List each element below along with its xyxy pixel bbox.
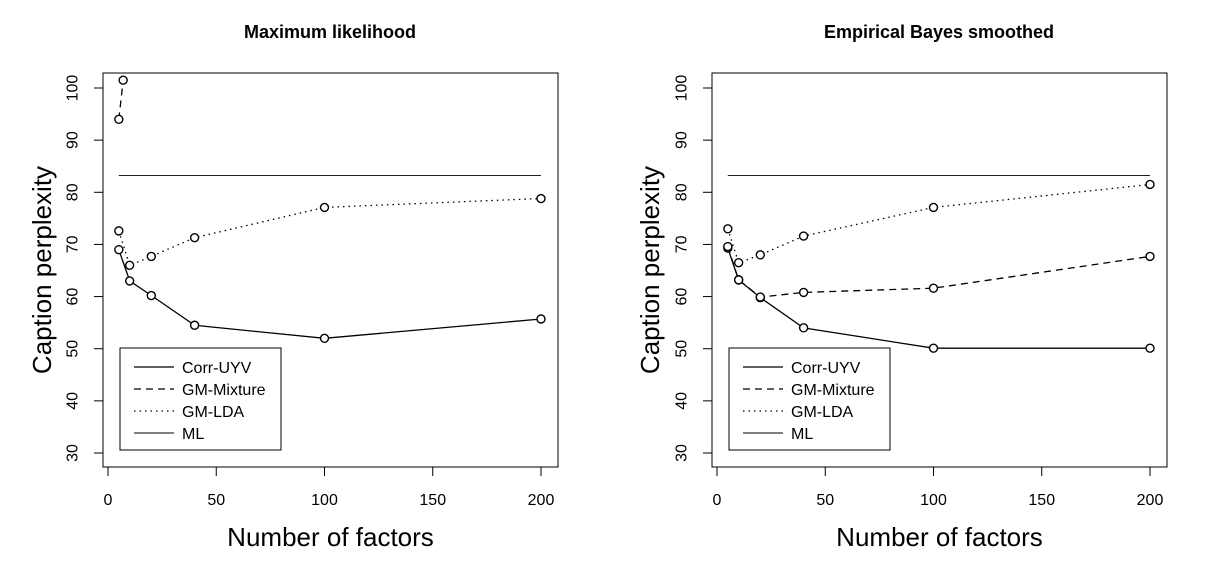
x-tick-label: 100 bbox=[920, 492, 947, 509]
x-tick-label: 0 bbox=[713, 492, 722, 509]
legend: Corr-UYV GM-Mixture GM-LDA ML bbox=[728, 347, 891, 451]
data-point-corr-uyv bbox=[146, 290, 157, 301]
y-tick-label: 50 bbox=[674, 340, 691, 358]
x-tick-label: 0 bbox=[104, 492, 113, 509]
data-point-gm-lda bbox=[146, 251, 157, 262]
x-axis-label: Number of factors bbox=[227, 522, 434, 552]
data-point-gm-lda bbox=[1145, 179, 1155, 190]
data-point-gm-mixture bbox=[798, 287, 809, 298]
y-tick-label: 30 bbox=[674, 444, 691, 462]
chart-title: Maximum likelihood bbox=[244, 22, 416, 42]
data-point-gm-lda bbox=[723, 224, 733, 234]
y-tick-label: 70 bbox=[674, 235, 691, 253]
legend-label-corr-uyv: Corr-UYV bbox=[791, 360, 861, 377]
legend-label-gm-mixture: GM-Mixture bbox=[182, 382, 266, 399]
data-point-gm-lda bbox=[798, 231, 809, 241]
data-point-gm-lda bbox=[189, 232, 200, 243]
data-point-corr-uyv bbox=[536, 314, 546, 324]
data-point-corr-uyv bbox=[798, 323, 809, 333]
chart-title: Empirical Bayes smoothed bbox=[824, 22, 1054, 42]
plot-frame bbox=[711, 72, 1168, 468]
data-point-gm-mixture bbox=[928, 283, 939, 293]
y-axis-label: Caption perplexity bbox=[635, 166, 665, 374]
x-tick-label: 200 bbox=[528, 492, 555, 509]
data-point-gm-mixture bbox=[723, 241, 733, 252]
x-tick-label: 50 bbox=[816, 492, 834, 509]
y-tick-label: 30 bbox=[65, 444, 82, 462]
series-line-gm-lda bbox=[727, 183, 1151, 264]
data-point-corr-uyv bbox=[189, 320, 200, 330]
plot-frame bbox=[102, 72, 559, 468]
data-point-gm-lda bbox=[124, 260, 135, 270]
x-tick-label: 100 bbox=[311, 492, 338, 509]
legend-label-gm-lda: GM-LDA bbox=[791, 404, 854, 421]
series-line-gm-lda bbox=[118, 197, 542, 267]
x-tick-label: 150 bbox=[1028, 492, 1055, 509]
x-tick-label: 150 bbox=[419, 492, 446, 509]
chart-panel-1: Maximum likelihood 0 50 100 150 200 30 40 50 60 70… bbox=[27, 22, 559, 552]
data-point-gm-lda bbox=[928, 202, 939, 213]
y-tick-label: 60 bbox=[674, 288, 691, 306]
series-group bbox=[723, 175, 1155, 353]
y-tick-label: 100 bbox=[65, 75, 82, 102]
data-point-corr-uyv bbox=[1145, 343, 1155, 353]
data-point-gm-mixture bbox=[1145, 251, 1155, 262]
data-point-corr-uyv bbox=[319, 333, 330, 343]
chart-panel-2: Empirical Bayes smoothed 0 50 100 150 200 30 40… bbox=[635, 22, 1168, 552]
x-tick-label: 50 bbox=[207, 492, 225, 509]
legend-label-gm-mixture: GM-Mixture bbox=[791, 382, 875, 399]
y-tick-label: 80 bbox=[674, 183, 691, 201]
data-point-gm-lda bbox=[733, 257, 744, 268]
legend-label-corr-uyv: Corr-UYV bbox=[182, 360, 252, 377]
data-point-corr-uyv bbox=[124, 276, 135, 286]
series-line-corr-uyv bbox=[727, 247, 1150, 349]
data-point-gm-mixture bbox=[118, 75, 128, 85]
x-axis-label: Number of factors bbox=[836, 522, 1043, 552]
y-tick-label: 40 bbox=[65, 392, 82, 410]
y-tick-label: 100 bbox=[674, 75, 691, 102]
series-line-corr-uyv bbox=[118, 249, 542, 339]
data-point-corr-uyv bbox=[928, 343, 939, 353]
series-group bbox=[114, 75, 546, 343]
series-line-gm-mixture bbox=[118, 80, 124, 120]
data-point-gm-mixture bbox=[114, 114, 124, 124]
y-tick-label: 90 bbox=[674, 131, 691, 149]
y-tick-label: 40 bbox=[674, 392, 691, 410]
data-point-gm-lda bbox=[755, 250, 765, 260]
y-tick-label: 90 bbox=[65, 131, 82, 149]
series-line-gm-mixture bbox=[727, 246, 1151, 298]
x-tick-label: 200 bbox=[1137, 492, 1164, 509]
legend-label-ml: ML bbox=[791, 426, 813, 443]
data-point-gm-lda bbox=[536, 193, 546, 204]
data-point-gm-lda bbox=[319, 202, 330, 213]
y-tick-label: 60 bbox=[65, 288, 82, 306]
legend: Corr-UYV GM-Mixture GM-LDA ML bbox=[119, 347, 282, 451]
data-point-gm-lda bbox=[114, 226, 124, 236]
data-point-gm-mixture bbox=[733, 275, 744, 285]
data-point-corr-uyv bbox=[114, 244, 124, 255]
y-axis-label: Caption perplexity bbox=[27, 166, 57, 374]
data-point-gm-mixture bbox=[755, 292, 765, 302]
legend-label-ml: ML bbox=[182, 426, 204, 443]
y-tick-label: 70 bbox=[65, 235, 82, 253]
legend-label-gm-lda: GM-LDA bbox=[182, 404, 245, 421]
y-tick-label: 50 bbox=[65, 340, 82, 358]
y-tick-label: 80 bbox=[65, 183, 82, 201]
